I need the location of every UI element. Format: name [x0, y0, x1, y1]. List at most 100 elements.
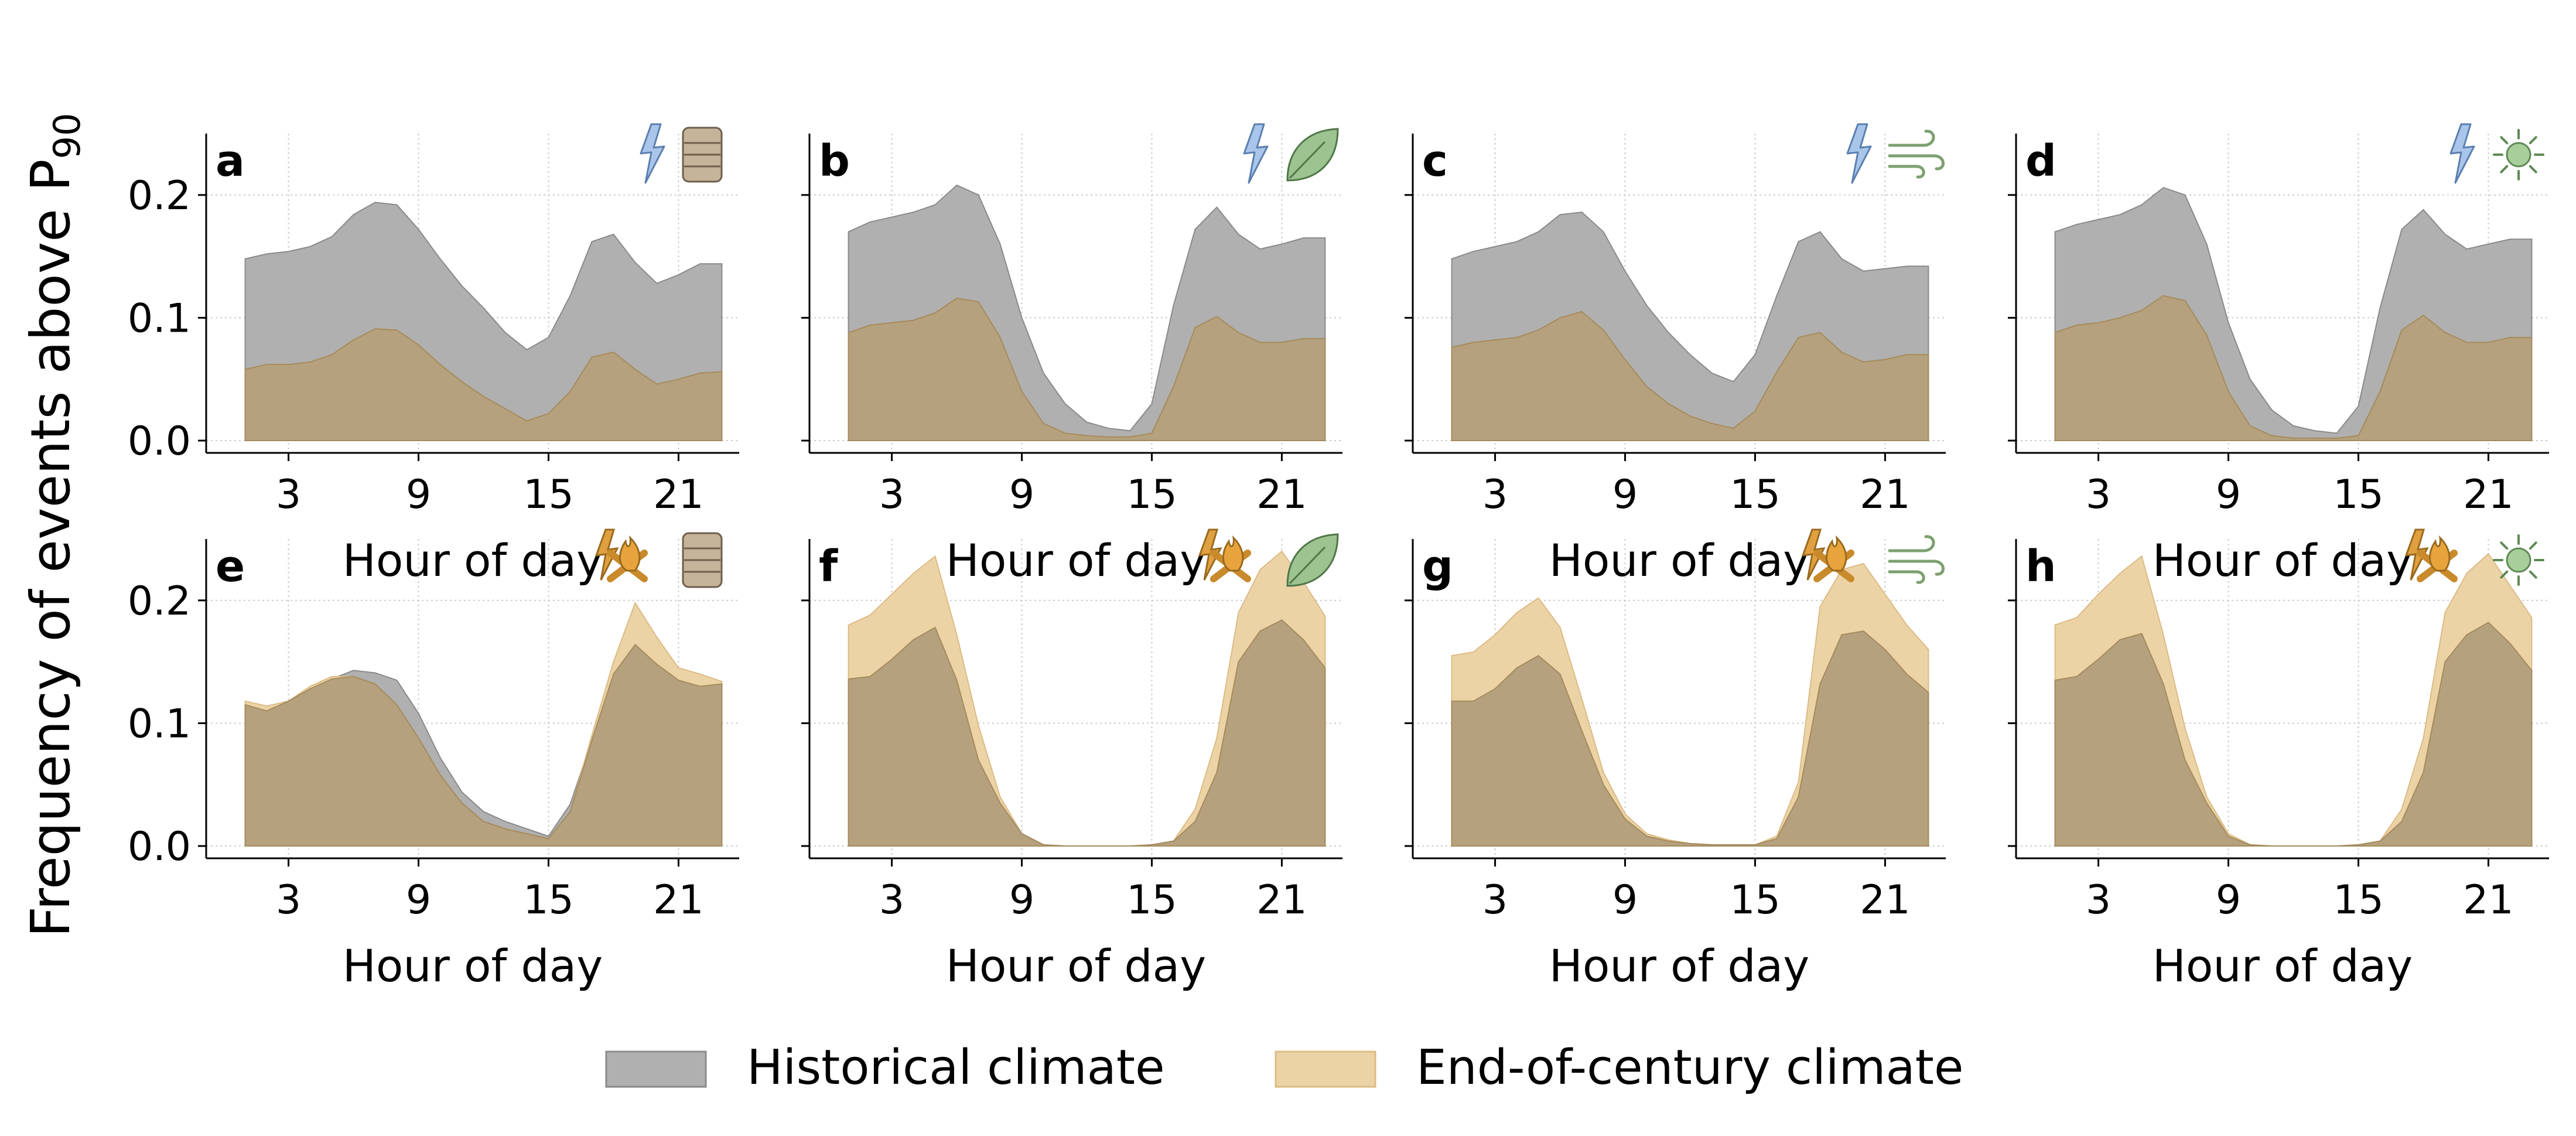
x-tick-label: 21	[1860, 472, 1911, 518]
barrel-icon	[682, 127, 723, 183]
y-axis-label: Frequency of events above P90	[19, 113, 88, 937]
area-overlap	[848, 297, 1326, 442]
x-tick-label: 3	[1482, 877, 1508, 923]
sun-ray	[2529, 570, 2537, 579]
wind-gust	[1888, 535, 1935, 552]
x-tick-label: 21	[2463, 877, 2514, 923]
x-tick-label: 21	[2463, 472, 2514, 518]
lightning-fire-icon	[2404, 528, 2458, 582]
panel-label: d	[2025, 136, 2056, 186]
sun-icon	[2493, 129, 2544, 180]
wind-icon	[1888, 129, 1945, 179]
y-tick-label: 0.1	[128, 701, 191, 747]
lightning-bolt-shape	[640, 123, 665, 184]
area-overlap	[848, 619, 1326, 847]
x-tick-label: 9	[1009, 472, 1034, 518]
plot-area	[244, 202, 723, 442]
lightning-bolt-shape	[2449, 123, 2475, 184]
lightning-bolt-shape	[595, 528, 619, 581]
panel-d: 3 9 15 21 Hour of day d	[2008, 123, 2549, 586]
x-tick-label: 3	[2086, 877, 2111, 923]
panel-f: 3 9 15 21 Hour of day f	[801, 528, 1342, 992]
sun-ray	[2500, 165, 2509, 173]
x-axis-label: Hour of day	[343, 940, 603, 992]
leaf-icon	[1286, 533, 1339, 587]
sun-icon	[2493, 534, 2544, 586]
x-tick-label: 21	[1256, 472, 1307, 518]
plot-area	[848, 184, 1326, 442]
x-axis-label: Hour of day	[343, 534, 603, 586]
x-tick-label: 21	[653, 877, 704, 923]
plot-area	[2054, 187, 2533, 442]
wind-gust	[1888, 570, 1925, 584]
legend-label: Historical climate	[747, 1040, 1165, 1096]
y-tick-label: 0.0	[128, 418, 191, 465]
sun-disc	[2506, 547, 2531, 573]
flame-shape	[1826, 535, 1847, 572]
lightning-bolt-shape	[1243, 123, 1269, 184]
lightning-bolt-shape	[1198, 528, 1222, 581]
area-overlap	[1451, 630, 1929, 847]
legend-swatch	[1275, 1050, 1376, 1088]
x-axis-label: Hour of day	[1549, 534, 1809, 586]
x-axis-label: Hour of day	[946, 534, 1206, 586]
lightning-fire-icon	[1801, 528, 1854, 582]
sun-ray	[2500, 570, 2509, 579]
lightning-fire-icon	[1198, 528, 1251, 582]
panel-label: e	[216, 541, 245, 592]
sun-ray	[2500, 541, 2509, 550]
legend-label: End-of-century climate	[1416, 1040, 1963, 1096]
x-tick-label: 3	[1482, 472, 1508, 518]
lightning-bolt-shape	[1801, 528, 1826, 581]
x-axis-label: Hour of day	[2153, 940, 2413, 992]
panel-b: 3 9 15 21 Hour of day b	[801, 123, 1342, 586]
panel-label: g	[1422, 541, 1453, 592]
area-overlap	[244, 643, 723, 847]
wind-gust	[1888, 129, 1935, 147]
y-axis-label-subscript: 90	[46, 113, 88, 159]
sun-disc	[2506, 142, 2531, 168]
x-tick-label: 15	[523, 877, 574, 923]
leaf-vein	[1289, 141, 1326, 179]
leaf-vein	[1289, 546, 1326, 585]
x-axis-label: Hour of day	[2153, 534, 2413, 586]
panel-e: 0.0 0.1 0.2 3 9 15 21 Hour of day e	[128, 528, 739, 992]
x-tick-label: 21	[653, 472, 704, 518]
y-tick-label: 0.2	[128, 173, 191, 219]
flame-shape	[1222, 535, 1244, 572]
panel-label: a	[216, 136, 245, 186]
panel-label: b	[819, 136, 850, 186]
area-overlap	[1451, 311, 1929, 442]
sun-ray	[2529, 541, 2537, 550]
x-tick-label: 15	[1126, 472, 1177, 518]
x-tick-label: 3	[879, 877, 904, 923]
x-tick-label: 21	[1860, 877, 1911, 923]
y-tick-label: 0.1	[128, 295, 191, 342]
lightning-icon	[2449, 123, 2475, 184]
flame-shape	[619, 535, 641, 572]
area-overlap	[244, 328, 723, 442]
wind-gust	[1888, 154, 1945, 170]
lightning-fire-icon	[595, 528, 648, 582]
flame-shape	[2429, 535, 2451, 572]
legend-swatch	[605, 1050, 707, 1088]
x-tick-label: 9	[1612, 877, 1638, 923]
barrel-icon	[682, 532, 723, 588]
sun-ray	[2529, 165, 2537, 173]
panel-g: 3 9 15 21 Hour of day g	[1405, 528, 1946, 992]
lightning-icon	[1243, 123, 1269, 184]
area-overlap	[2054, 622, 2533, 847]
x-tick-label: 3	[276, 877, 301, 923]
y-tick-label: 0.2	[128, 578, 191, 625]
panel-label: f	[819, 541, 838, 592]
wind-gust	[1888, 560, 1945, 576]
x-tick-label: 15	[2333, 472, 2384, 518]
panel-label: h	[2025, 541, 2056, 592]
x-tick-label: 15	[2333, 877, 2384, 923]
x-tick-label: 9	[1009, 877, 1034, 923]
panel-c: 3 9 15 21 Hour of day c	[1405, 123, 1946, 586]
lightning-bolt-shape	[1846, 123, 1872, 184]
x-tick-label: 15	[523, 472, 574, 518]
plot-area	[244, 601, 723, 847]
